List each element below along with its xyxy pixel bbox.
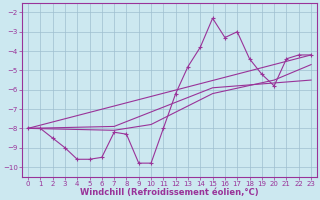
- X-axis label: Windchill (Refroidissement éolien,°C): Windchill (Refroidissement éolien,°C): [80, 188, 259, 197]
